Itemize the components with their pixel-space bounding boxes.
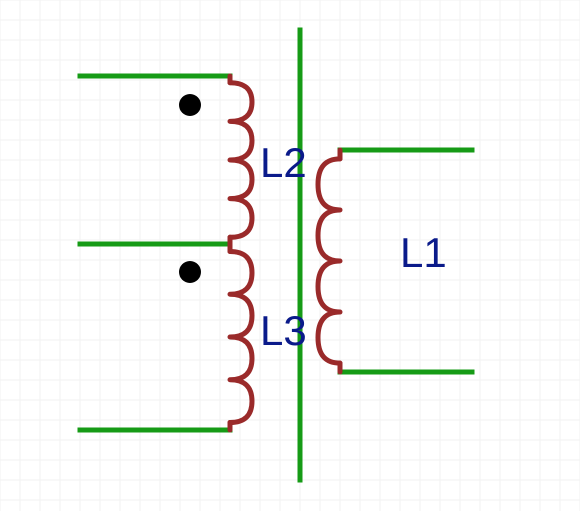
label-l1: L1 bbox=[400, 229, 447, 277]
inductor-l2 bbox=[230, 83, 252, 238]
circuit-diagram: L1 L2 L3 bbox=[0, 0, 580, 511]
polarity-dot bbox=[179, 94, 201, 116]
label-l2: L2 bbox=[260, 139, 307, 187]
inductor-l1 bbox=[318, 159, 340, 363]
label-l3: L3 bbox=[260, 307, 307, 355]
inductor-l3 bbox=[230, 251, 252, 422]
polarity-dot bbox=[179, 261, 201, 283]
circuit-svg bbox=[0, 0, 580, 511]
